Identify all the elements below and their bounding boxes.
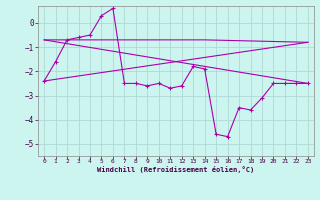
X-axis label: Windchill (Refroidissement éolien,°C): Windchill (Refroidissement éolien,°C) xyxy=(97,166,255,173)
